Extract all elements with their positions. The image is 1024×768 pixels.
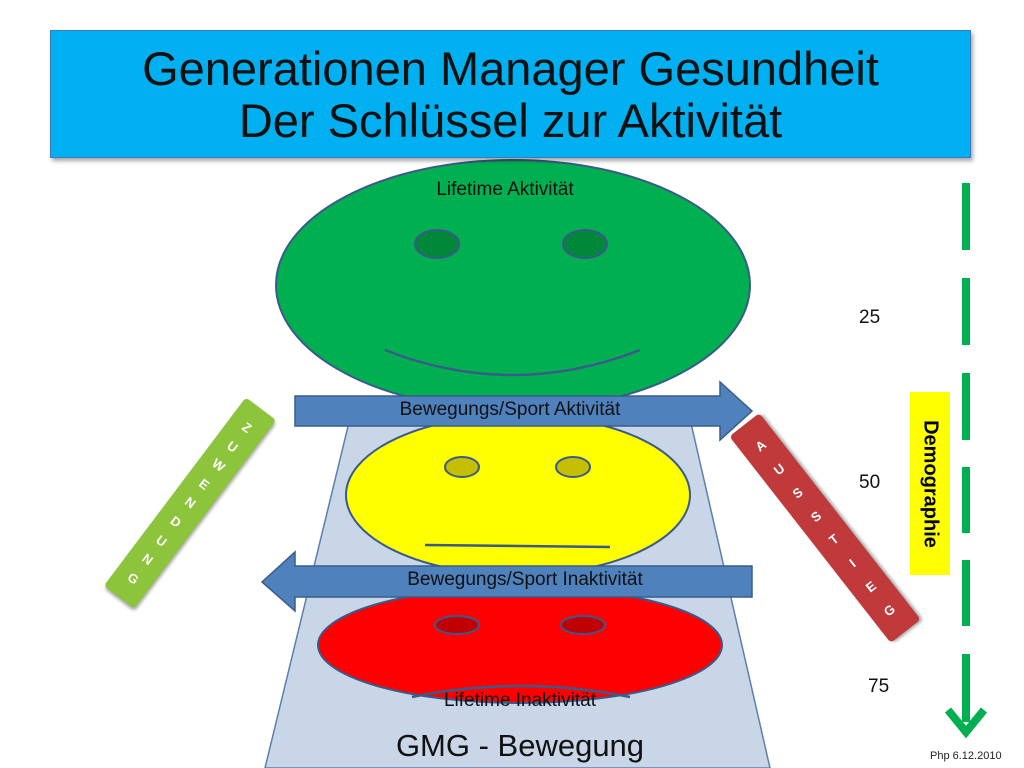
letter: Z — [239, 419, 255, 437]
age-75: 75 — [868, 676, 890, 697]
letter: W — [208, 455, 228, 476]
letter: S — [789, 484, 806, 502]
arrow-left-shape — [260, 550, 753, 613]
green-eye-right — [562, 229, 608, 259]
letter: I — [846, 556, 859, 571]
lifetime-inaktivitaet-label: Lifetime Inaktivität — [443, 690, 597, 711]
arrow-right-shape — [294, 380, 754, 442]
letter: D — [167, 512, 185, 531]
title-box: Generationen Manager Gesundheit Der Schl… — [50, 30, 971, 158]
lifetime-aktivitaet-label: Lifetime Aktivität — [436, 179, 574, 200]
red-eye-left — [434, 615, 480, 635]
letter: A — [752, 437, 770, 455]
letter: E — [196, 475, 213, 493]
letter: U — [770, 460, 788, 479]
yellow-face — [345, 414, 691, 576]
letter: U — [224, 437, 241, 456]
letter: N — [181, 494, 199, 512]
letter: G — [124, 569, 142, 588]
yellow-mouth — [424, 543, 611, 549]
letter: E — [862, 578, 879, 596]
demographie-label: Demographie — [919, 419, 942, 548]
arrow-down-icon — [944, 707, 988, 739]
arrow-right-label: Bewegungs/Sport Aktivität — [399, 399, 621, 420]
demographie-box: Demographie — [910, 392, 950, 575]
footer-date: Php 6.12.2010 — [930, 750, 1002, 762]
title-line-1: Generationen Manager Gesundheit — [142, 42, 879, 95]
green-eye-left — [414, 229, 460, 259]
arrow-left-label: Bewegungs/Sport Inaktivität — [407, 569, 643, 590]
gmg-bewegung-label: GMG - Bewegung — [395, 728, 645, 763]
yellow-eye-right — [555, 456, 591, 478]
red-frown — [411, 684, 631, 699]
letter: T — [826, 531, 842, 549]
green-smile — [384, 348, 641, 377]
age-50: 50 — [859, 472, 881, 493]
letter: S — [807, 507, 824, 525]
title-line-2: Der Schlüssel zur Aktivität — [238, 94, 783, 147]
letter: G — [880, 601, 898, 620]
letter: U — [153, 531, 170, 550]
red-eye-right — [560, 615, 606, 635]
age-25: 25 — [859, 307, 881, 328]
letter: N — [139, 550, 156, 569]
yellow-eye-left — [444, 456, 480, 478]
